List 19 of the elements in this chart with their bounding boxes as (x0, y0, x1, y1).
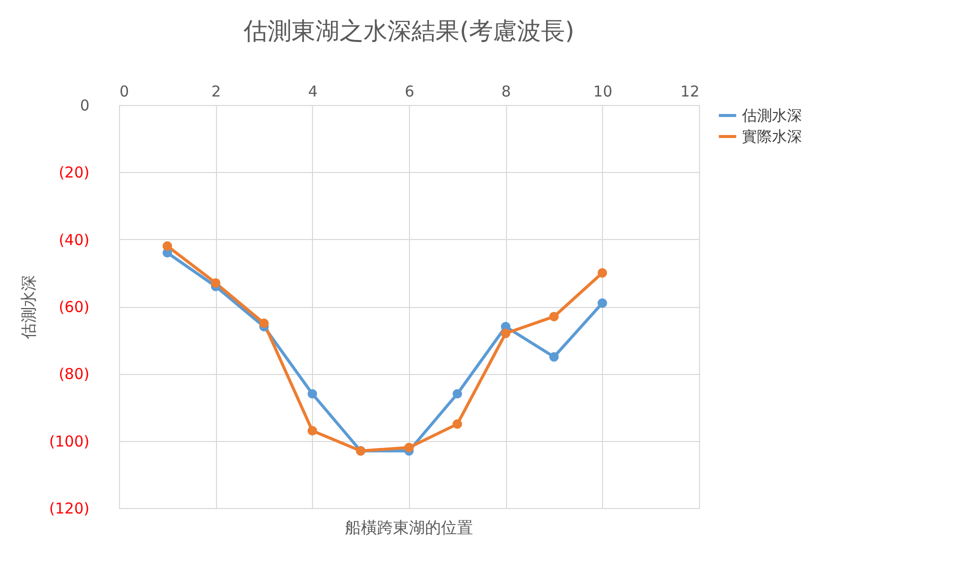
y-tick-label: (60) (58, 298, 90, 316)
legend-label: 估測水深 (741, 106, 802, 124)
x-tick-label: 0 (120, 82, 130, 100)
x-tick-label: 4 (308, 82, 318, 100)
y-tick-label: (40) (58, 230, 90, 249)
x-tick-label: 8 (501, 82, 511, 100)
y-tick-label: (80) (58, 365, 90, 384)
y-tick-label: (20) (58, 164, 90, 182)
x-tick-label: 10 (593, 82, 612, 100)
x-tick-label: 2 (211, 82, 221, 100)
x-tick-label: 12 (680, 82, 700, 100)
y-tick-label: (100) (49, 432, 90, 450)
chart-title: 估測東湖之水深結果(考慮波長) (242, 17, 574, 45)
y-axis-title: 估測水深 (19, 275, 38, 340)
y-tick-label: 0 (80, 96, 90, 114)
y-tick-label: (120) (49, 500, 90, 518)
x-tick-label: 6 (404, 82, 414, 100)
legend-label: 實際水深 (742, 128, 802, 146)
x-axis-title: 船橫跨東湖的位置 (345, 518, 473, 537)
